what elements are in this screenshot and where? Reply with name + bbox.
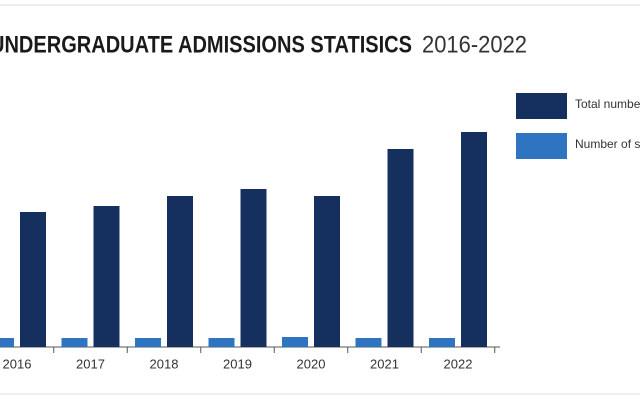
bar xyxy=(208,338,235,347)
bar xyxy=(387,149,414,347)
x-tick-label: 2016 xyxy=(3,356,32,371)
bar xyxy=(20,212,46,347)
x-tick-label: 2022 xyxy=(444,356,473,371)
bar xyxy=(282,337,308,347)
bar xyxy=(61,338,88,347)
legend-label: Number of stu xyxy=(575,137,640,151)
x-tick-label: 2021 xyxy=(370,356,399,371)
bar xyxy=(355,338,382,347)
bar xyxy=(93,206,120,347)
legend-swatch xyxy=(516,133,567,159)
bar xyxy=(167,196,193,347)
x-tick-label: 2019 xyxy=(223,356,252,371)
bar xyxy=(0,338,14,347)
chart-subtitle: 2016-2022 xyxy=(422,31,527,58)
bar xyxy=(135,338,161,347)
x-tick-label: 2018 xyxy=(150,356,179,371)
chart-title: UNDERGRADUATE ADMISSIONS STATISICS xyxy=(0,31,412,58)
x-tick-label: 2017 xyxy=(76,356,105,371)
bar xyxy=(429,338,455,347)
bar xyxy=(240,189,267,347)
legend-label: Total number xyxy=(575,97,640,111)
legend-swatch xyxy=(516,93,567,119)
bar xyxy=(461,132,487,347)
bar xyxy=(314,196,340,347)
x-tick-label: 2020 xyxy=(297,356,326,371)
